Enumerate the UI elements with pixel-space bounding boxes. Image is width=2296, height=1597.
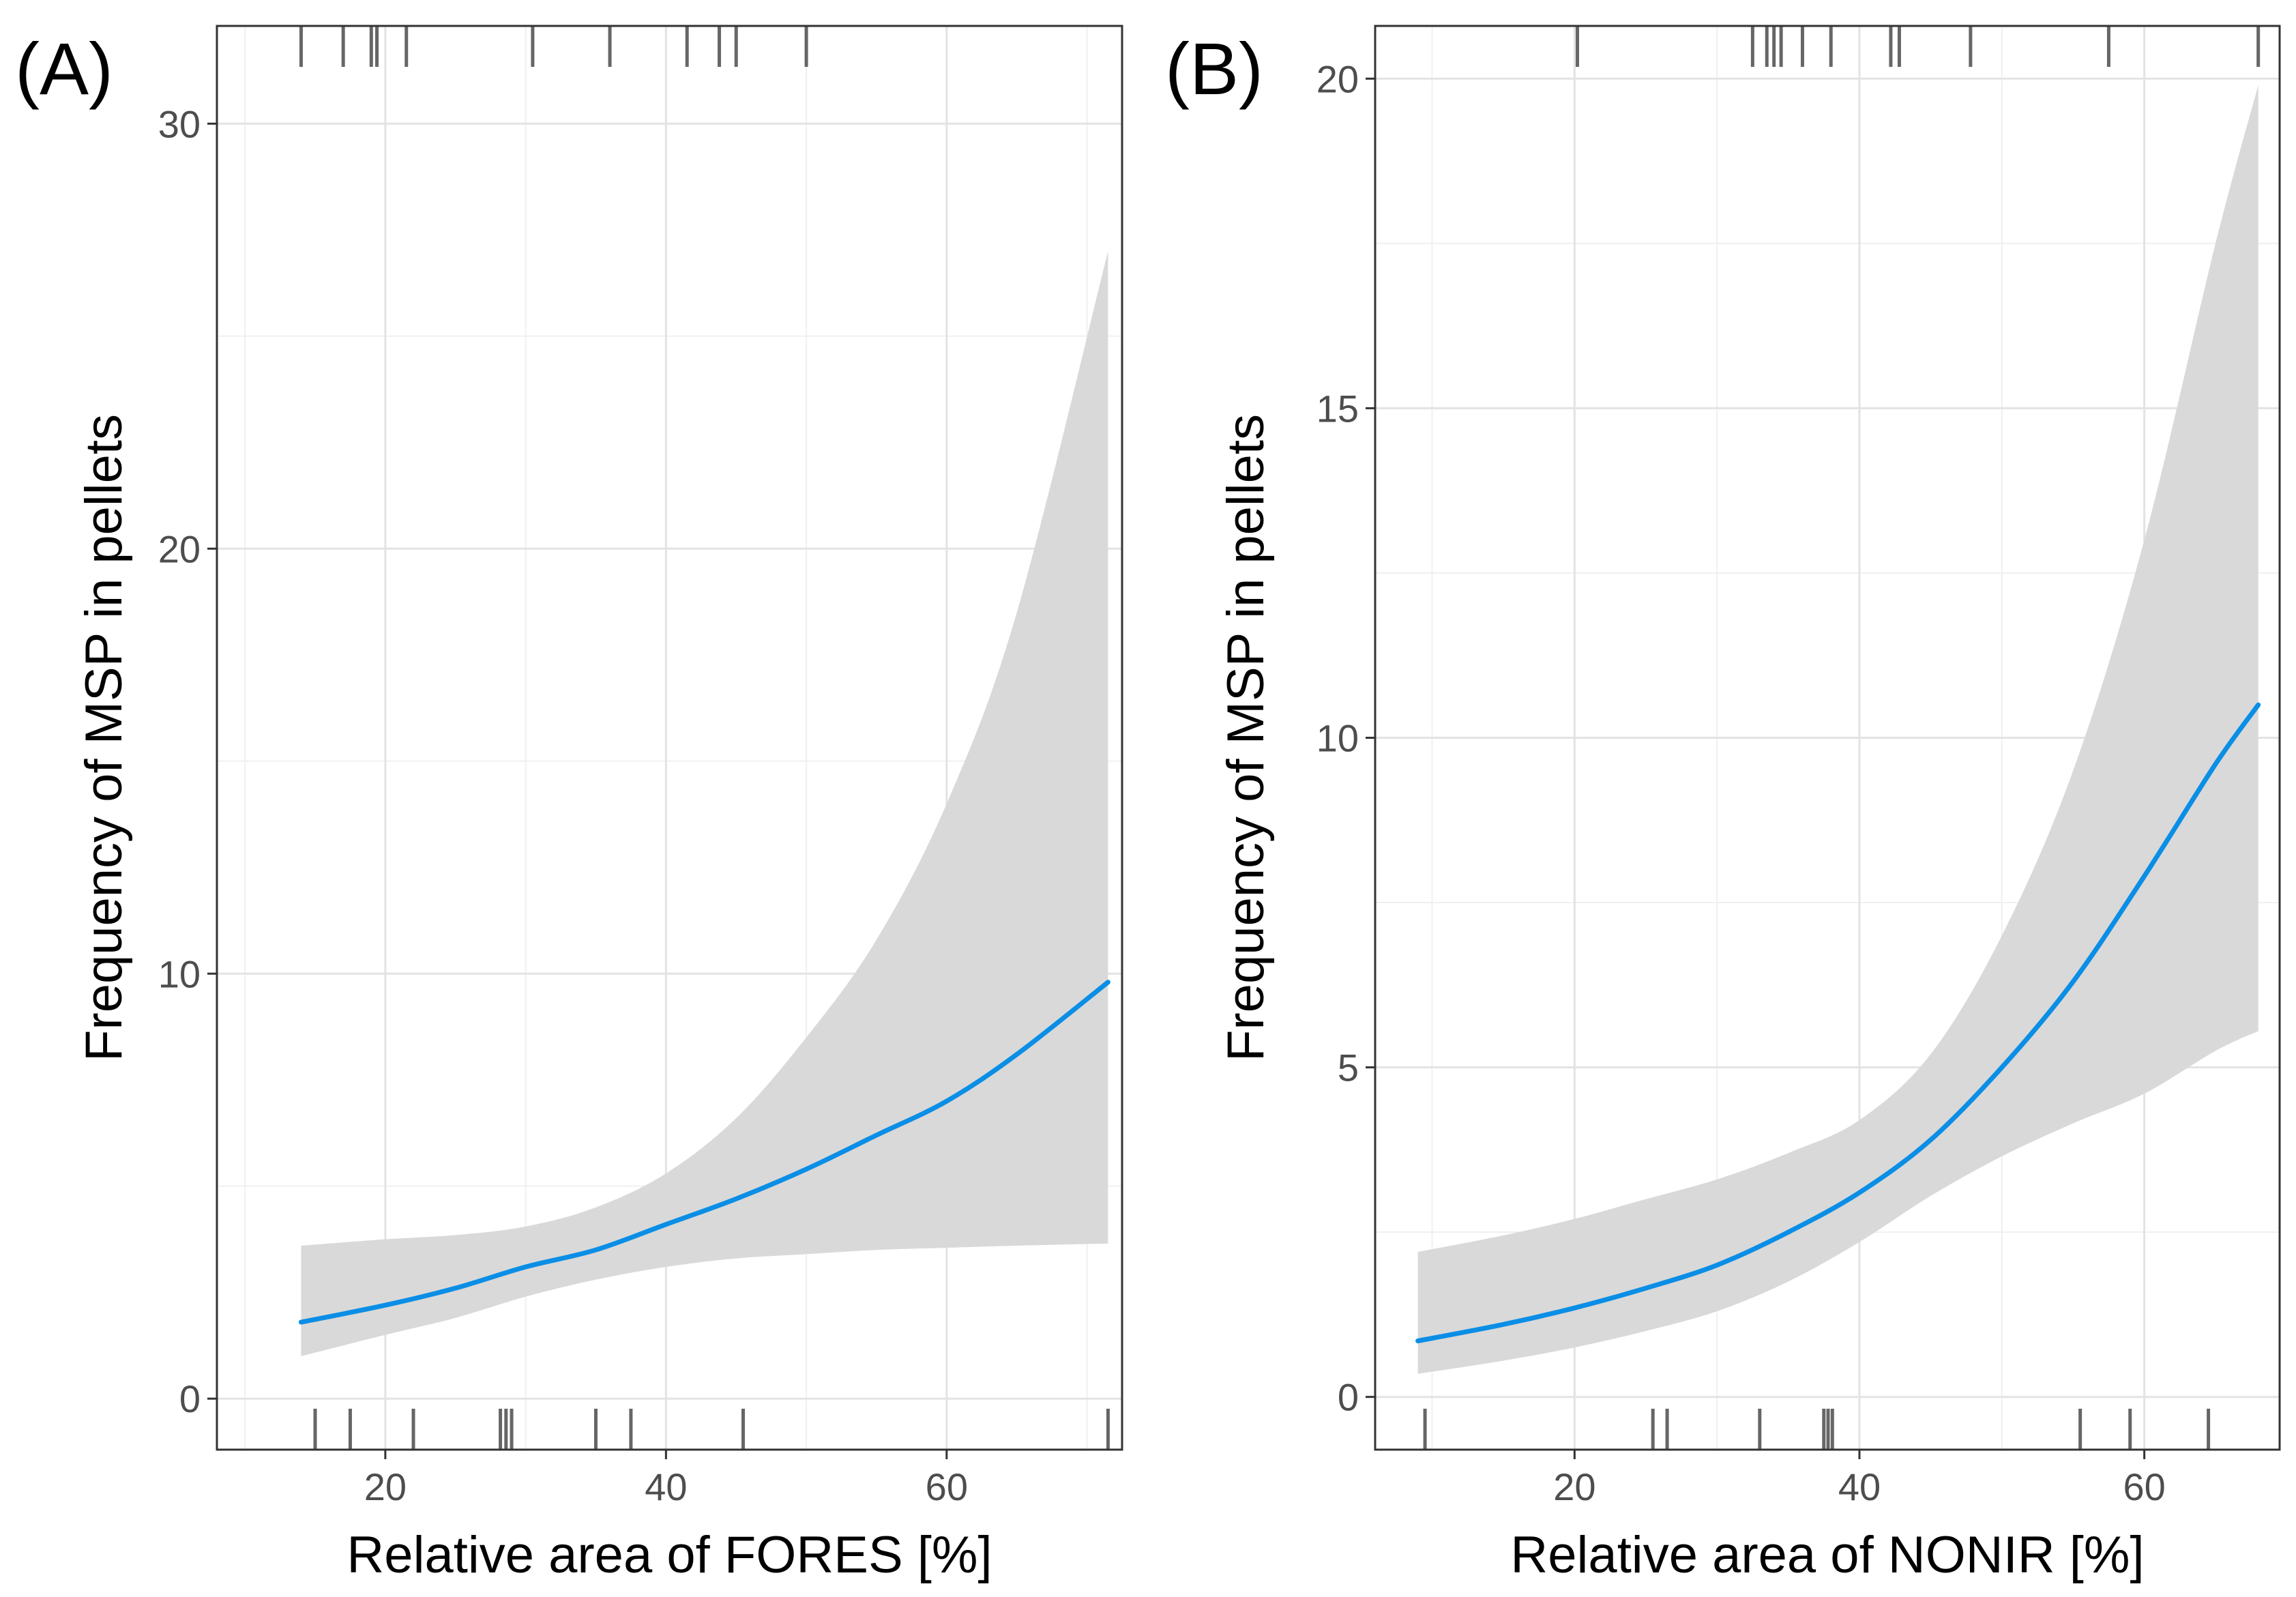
y-tick-label: 0 xyxy=(1338,1376,1359,1419)
y-tick-label: 5 xyxy=(1338,1046,1359,1089)
chart-panel-a: 20 40 60 0 10 20 30 Relative area of FORES [%] F… xyxy=(15,25,1123,1584)
x-tick-label: 40 xyxy=(1838,1465,1881,1508)
y-tick-label: 20 xyxy=(1316,57,1359,100)
confidence-band xyxy=(301,251,1108,1356)
x-tick-label: 60 xyxy=(926,1465,968,1508)
y-axis-title: Frequency of MSP in pellets xyxy=(1217,414,1275,1061)
confidence-band xyxy=(1417,85,2258,1374)
y-tick-label: 15 xyxy=(1316,387,1359,430)
x-tick-label: 60 xyxy=(2123,1465,2165,1508)
panel-border xyxy=(216,25,1123,1451)
x-tick-label: 20 xyxy=(1553,1465,1595,1508)
fit-line xyxy=(1415,702,2261,1344)
chart-panel-b: 20 40 60 0 5 10 15 20 Relative area of NONIR [%]… xyxy=(1165,25,2281,1584)
fit-line xyxy=(298,980,1110,1325)
x-axis-title: Relative area of NONIR [%] xyxy=(1510,1526,2144,1584)
y-tick-label: 10 xyxy=(158,952,201,995)
panel-label: (B) xyxy=(1165,27,1263,110)
x-axis-title: Relative area of FORES [%] xyxy=(347,1526,992,1584)
y-tick-label: 30 xyxy=(158,102,201,145)
y-axis-title: Frequency of MSP in pellets xyxy=(75,414,133,1061)
panel-label: (A) xyxy=(15,27,113,110)
y-tick-label: 20 xyxy=(158,527,201,570)
y-tick-label: 10 xyxy=(1316,717,1359,760)
x-tick-label: 20 xyxy=(364,1465,407,1508)
y-tick-label: 0 xyxy=(179,1377,201,1420)
x-tick-label: 40 xyxy=(645,1465,687,1508)
